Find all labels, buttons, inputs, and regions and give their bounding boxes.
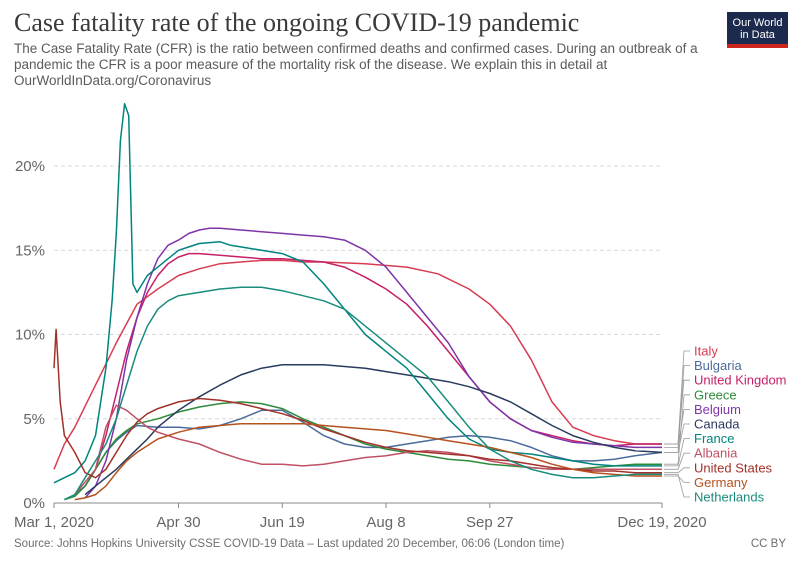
- legend-label[interactable]: Belgium: [694, 402, 741, 417]
- legend-connector: [664, 394, 690, 465]
- legend-label[interactable]: France: [694, 431, 734, 446]
- legend-label[interactable]: Canada: [694, 417, 740, 432]
- x-tick-label: Aug 8: [366, 514, 405, 531]
- legend-label[interactable]: Albania: [694, 446, 738, 461]
- legend-connector: [664, 473, 690, 498]
- y-tick-label: 15%: [15, 242, 45, 259]
- x-tick-label: Jun 19: [260, 514, 305, 531]
- x-tick-label: Sep 27: [466, 514, 514, 531]
- y-tick-label: 10%: [15, 327, 45, 344]
- x-tick-label: Apr 30: [156, 514, 200, 531]
- subtitle-line: The Case Fatality Rate (CFR) is the rati…: [14, 41, 698, 56]
- legend-connector: [664, 379, 690, 445]
- license-link[interactable]: CC BY: [750, 538, 786, 550]
- series-line-bulgaria[interactable]: [74, 409, 663, 496]
- legend-label[interactable]: United Kingdom: [694, 373, 787, 388]
- chart-subtitle: The Case Fatality Rate (CFR) is the rati…: [14, 41, 704, 89]
- legend-connector: [664, 475, 690, 483]
- our-world-in-data-logo[interactable]: Our World in Data: [727, 12, 788, 48]
- legend-connector: [664, 452, 690, 470]
- x-tick-label: Dec 19, 2020: [617, 514, 706, 531]
- series-line-belgium[interactable]: [84, 227, 662, 499]
- logo-line: Our World: [732, 17, 783, 29]
- series-line-greece[interactable]: [64, 401, 662, 501]
- y-tick-label: 20%: [15, 158, 45, 175]
- series-line-germany[interactable]: [74, 423, 662, 501]
- legend-connector: [664, 408, 690, 448]
- chart-title: Case fatality rate of the ongoing COVID-…: [14, 8, 580, 37]
- legend-label[interactable]: United States: [694, 460, 773, 475]
- legend-label[interactable]: Germany: [694, 475, 748, 490]
- source-note: Source: Johns Hopkins University CSSE CO…: [14, 538, 565, 550]
- y-tick-label: 0%: [23, 495, 45, 512]
- subtitle-line: pandemic the CFR is a poor measure of th…: [14, 57, 608, 72]
- legend-connector: [664, 350, 690, 445]
- y-tick-label: 5%: [23, 411, 45, 428]
- legend-label[interactable]: Greece: [694, 387, 737, 402]
- series-line-united-kingdom[interactable]: [84, 252, 662, 487]
- subtitle-line: OurWorldInData.org/Coronavirus: [14, 73, 212, 88]
- legend-label[interactable]: Netherlands: [694, 490, 765, 505]
- legend-connector: [664, 467, 690, 474]
- logo-line: in Data: [740, 29, 775, 41]
- legend-connector: [664, 423, 690, 453]
- legend-label[interactable]: Italy: [694, 344, 718, 359]
- series-line-united-states[interactable]: [53, 328, 662, 479]
- x-tick-label: Mar 1, 2020: [14, 514, 94, 531]
- legend-connector: [664, 438, 690, 467]
- series-line-canada[interactable]: [84, 364, 663, 496]
- legend-label[interactable]: Bulgaria: [694, 358, 742, 373]
- series-line-netherlands[interactable]: [64, 286, 662, 501]
- series-line-italy[interactable]: [53, 259, 662, 470]
